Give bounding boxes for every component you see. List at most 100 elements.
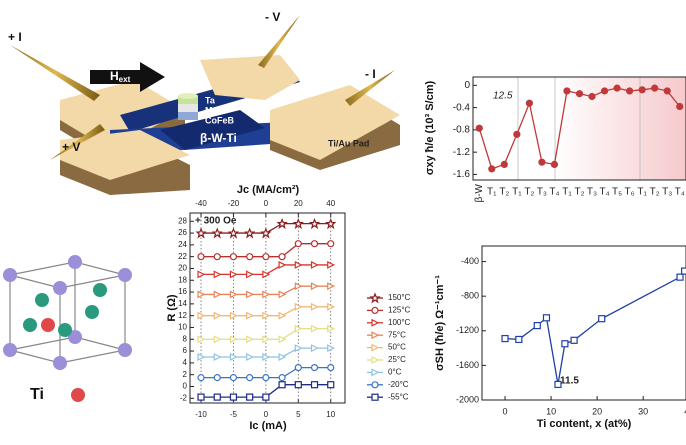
x2-axis-label: Jc (MA/cm²) (237, 184, 300, 196)
atom (35, 293, 49, 307)
legend-label: 50°C (388, 343, 406, 352)
marker (561, 340, 569, 348)
atom (41, 318, 55, 332)
annotation: + 300 Oe (195, 216, 237, 227)
y-tick-label: 28 (178, 216, 187, 225)
label: - I (365, 67, 376, 81)
legend-label: 150°C (388, 293, 411, 302)
marker (246, 335, 255, 344)
marker (213, 253, 221, 261)
y-tick-label: 2 (183, 370, 188, 379)
marker (294, 381, 302, 389)
x2-tick-label: 20 (294, 199, 303, 208)
atoms: Ti (3, 255, 132, 403)
marker (278, 374, 286, 382)
label: - V (265, 10, 280, 24)
label: Ta (205, 95, 216, 105)
legend-label: 25°C (388, 355, 406, 364)
marker (676, 273, 684, 281)
cofeb-layer (178, 112, 198, 120)
marker (310, 363, 319, 372)
x2-tick-label: 40 (326, 199, 335, 208)
x-axis-label: Ic (mA) (249, 420, 287, 432)
y-tick-label: -1600 (456, 360, 479, 370)
series-line (504, 270, 686, 385)
legend-label: 75°C (388, 330, 406, 339)
marker (294, 260, 303, 269)
marker (542, 314, 551, 322)
atom (68, 255, 82, 269)
legend-label: 100°C (388, 318, 411, 327)
marker (371, 306, 379, 314)
marker (229, 353, 238, 361)
marker (197, 253, 205, 261)
x-tick-label: 10 (546, 406, 556, 416)
probe-tip (345, 70, 395, 106)
marker (533, 321, 541, 330)
atom (3, 343, 17, 357)
legend-atom (71, 388, 85, 402)
marker (570, 336, 578, 344)
marker (278, 335, 287, 344)
y-tick-label: 0 (464, 80, 470, 91)
marker (246, 270, 255, 279)
marker (278, 253, 286, 261)
marker (262, 270, 271, 279)
x-tick-label: T₂ (499, 187, 509, 198)
marker (681, 267, 686, 275)
x-tick-label: β-W (474, 183, 485, 202)
marker (371, 381, 379, 389)
x-axis-label: Ti content, x (at%) (537, 418, 632, 430)
marker (310, 240, 319, 248)
marker (229, 374, 238, 382)
marker (276, 218, 288, 230)
y-tick-label: 22 (178, 252, 187, 261)
x2-tick-label: 0 (264, 199, 269, 208)
pad (270, 85, 400, 160)
marker (197, 335, 206, 344)
atom (85, 305, 99, 319)
marker (371, 368, 380, 377)
marker (278, 381, 286, 389)
marker (294, 344, 303, 353)
mgo-layer (178, 104, 198, 112)
marker (244, 227, 256, 239)
x-tick-label: T₆ (625, 187, 635, 198)
y-tick-label: -1200 (456, 325, 479, 335)
marker (515, 335, 523, 344)
y-axis-label: σxy ħ/e (10³ S/cm) (424, 80, 436, 175)
label: H (110, 69, 119, 83)
atom (58, 323, 72, 337)
marker (229, 311, 238, 320)
marker (327, 260, 336, 269)
marker (197, 374, 205, 382)
marker (213, 311, 222, 320)
marker (213, 353, 222, 361)
atom (53, 281, 67, 295)
atom (68, 330, 82, 344)
marker (327, 344, 336, 353)
stack-top (178, 93, 198, 99)
marker (246, 393, 254, 401)
y-tick-label: 12 (178, 311, 187, 320)
y-tick-label: -1.2 (453, 147, 471, 158)
x-tick-label: T₁ (562, 187, 572, 198)
marker (197, 393, 205, 401)
marker (598, 315, 606, 323)
marker (262, 353, 271, 361)
marker (538, 158, 546, 166)
marker (488, 165, 496, 173)
atom (23, 318, 37, 332)
y-tick-label: 26 (178, 228, 187, 237)
x-tick-label: 0 (264, 410, 269, 419)
label: MgO (205, 105, 225, 115)
y-tick-label: -0.8 (453, 125, 471, 136)
label: + I (8, 30, 22, 44)
y-tick-label: -800 (461, 291, 479, 301)
x-tick-label: T₁ (487, 187, 497, 198)
y-axis-label: σSH (ħ/e) Ω⁻¹cm⁻¹ (434, 275, 446, 371)
y-tick-label: 6 (183, 346, 188, 355)
marker (475, 124, 483, 132)
marker (246, 374, 254, 382)
